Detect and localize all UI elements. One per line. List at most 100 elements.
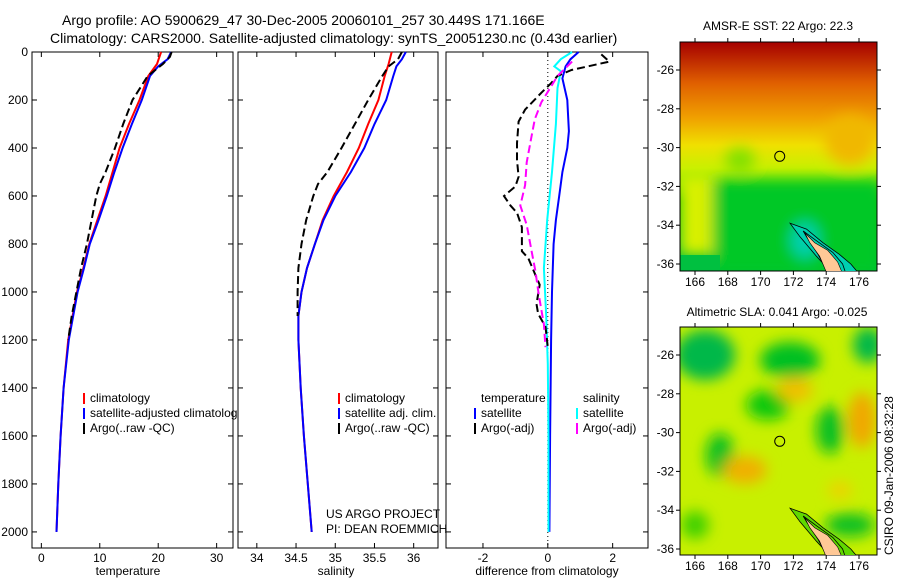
y-tick-label: 1400 [1,381,28,395]
footer-timestamp: CSIRO 09-Jan-2006 08:32:28 [882,396,896,555]
plot-frame [445,51,649,549]
legend-label: climatology [90,391,150,405]
lat-tick-label: -30 [657,426,675,440]
legend-swatch [338,408,340,419]
lon-tick-label: 174 [816,559,836,573]
lon-tick-label: 170 [751,559,771,573]
argo-float-location-marker [774,150,786,162]
legend-swatch [338,423,340,434]
sst-map-title: AMSR-E SST: 22 Argo: 22.3 [703,19,853,33]
profile-panel-1: 34 34.5 35 35.5 36 salinity climatologysatelli… [237,51,447,578]
y-tick-label: 1600 [1,429,28,443]
lon-tick-label: 168 [718,559,738,573]
series-line-temperature-satellite [548,51,580,532]
sst-map: AMSR-E SST: 22 Argo: 22.3 166 168 170 172 17… [657,19,881,289]
x-tick-label: 2 [609,551,616,565]
series-line-temperature-argo-adj- [502,53,612,348]
lat-tick-label: -30 [657,141,675,155]
plot-frame [31,51,234,549]
lon-tick-label: 166 [685,275,705,289]
legend-label: satellite adj. clim. [345,406,436,420]
lat-tick-label: -32 [657,464,675,478]
x-tick-label: 30 [210,551,224,565]
y-tick-label: 2000 [1,525,28,539]
x-tick-label: -2 [478,551,489,565]
sla-map: Altimetric SLA: 0.041 Argo: -0.025 166 16… [657,305,881,573]
x-tick-label: 0 [38,551,45,565]
legend-label: climatology [345,391,405,405]
lon-tick-label: 176 [849,559,869,573]
sst-map-frame [679,41,878,272]
y-tick-label: 800 [8,237,28,251]
lat-tick-label: -36 [657,542,675,556]
lon-tick-label: 174 [816,275,836,289]
series-line-argo-raw-qc- [67,51,173,341]
x-tick-label: 36 [407,551,421,565]
y-tick-label: 1800 [1,477,28,491]
legend-swatch [576,408,578,419]
lat-tick-label: -28 [657,387,675,401]
lon-tick-label: 168 [718,275,738,289]
legend-swatch [474,423,476,434]
lon-tick-label: 176 [849,275,869,289]
legend-label: Argo(-adj) [481,421,534,435]
lat-tick-label: -26 [657,63,675,77]
lon-tick-label: 170 [751,275,771,289]
lon-tick-label: 172 [783,275,803,289]
legend-header-salinity: salinity [583,391,620,405]
lon-tick-label: 166 [685,559,705,573]
legend-label: Argo(..raw -QC) [90,421,175,435]
x-axis-label: salinity [318,564,355,578]
figure-title-line1: Argo profile: AO 5900629_47 30-Dec-2005 … [62,12,545,28]
x-tick-label: 20 [152,551,166,565]
x-axis-label: difference from climatology [475,564,618,578]
new-zealand-land [804,517,842,555]
x-tick-label: 10 [93,551,107,565]
legend-header-temperature: temperature [481,391,546,405]
x-axis-label: temperature [96,564,161,578]
lat-tick-label: -36 [657,257,675,271]
coastline-group [789,507,857,555]
legend-swatch [576,423,578,434]
legend-label: satellite-adjusted climatology [90,406,243,420]
sla-map-frame [679,326,878,556]
legend-swatch [83,408,85,419]
y-tick-label: 200 [8,93,28,107]
legend-label: Argo(..raw -QC) [345,421,430,435]
coastline-group [789,222,858,271]
x-tick-label: 34.5 [284,551,308,565]
figure-title-line2: Climatology: CARS2000. Satellite-adjuste… [50,30,617,46]
plot-frame [237,51,439,549]
lat-tick-label: -34 [657,218,675,232]
series-line-satellite-adj-clim- [297,51,407,532]
project-credit-text: US ARGO PROJECT [326,507,441,521]
legend-swatch [474,408,476,419]
project-credit-text: PI: DEAN ROEMMICH [326,522,447,536]
legend-swatch [83,393,85,404]
new-zealand-land [804,232,842,271]
y-tick-label: 1200 [1,333,28,347]
lat-tick-label: -34 [657,503,675,517]
legend-label: Argo(-adj) [583,421,636,435]
lat-tick-label: -26 [657,348,675,362]
lon-tick-label: 172 [783,559,803,573]
legend-label: satellite [481,406,522,420]
legend-swatch [338,393,340,404]
series-line-salinity-satellite [542,51,573,532]
y-tick-label: 600 [8,189,28,203]
x-tick-label: 0 [544,551,551,565]
y-tick-label: 400 [8,141,28,155]
legend-swatch [83,423,85,434]
argo-float-location-marker [774,435,786,447]
series-line-satellite-adjusted-climatology [55,51,172,532]
lat-tick-label: -28 [657,102,675,116]
sla-map-title: Altimetric SLA: 0.041 Argo: -0.025 [687,305,868,319]
series-line-salinity-argo-adj- [519,60,573,348]
profile-panel-0: 0 10 20 30 0 200 400 600 800 1000 1200 1400 1600 1800… [1,45,243,578]
x-tick-label: 35 [329,551,343,565]
legend-label: satellite [583,406,624,420]
y-tick-label: 1000 [1,285,28,299]
x-tick-label: 35.5 [363,551,387,565]
